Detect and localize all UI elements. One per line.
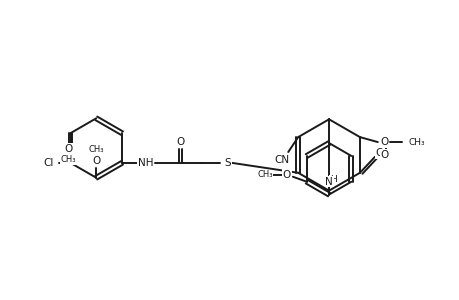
Text: CN: CN: [274, 155, 289, 165]
Text: N: N: [325, 177, 332, 187]
Text: O: O: [375, 148, 383, 158]
Text: CH₃: CH₃: [88, 146, 104, 154]
Text: CH₃: CH₃: [257, 170, 272, 179]
Text: Cl: Cl: [44, 158, 54, 168]
Text: H: H: [329, 175, 336, 184]
Text: CH₃: CH₃: [408, 138, 424, 147]
Text: O: O: [64, 144, 73, 154]
Text: O: O: [282, 170, 291, 180]
Text: NH: NH: [138, 158, 153, 168]
Text: O: O: [380, 150, 388, 160]
Text: O: O: [380, 137, 388, 147]
Text: O: O: [176, 137, 185, 147]
Text: S: S: [224, 158, 231, 168]
Text: CH₃: CH₃: [61, 155, 76, 164]
Text: O: O: [92, 156, 100, 166]
